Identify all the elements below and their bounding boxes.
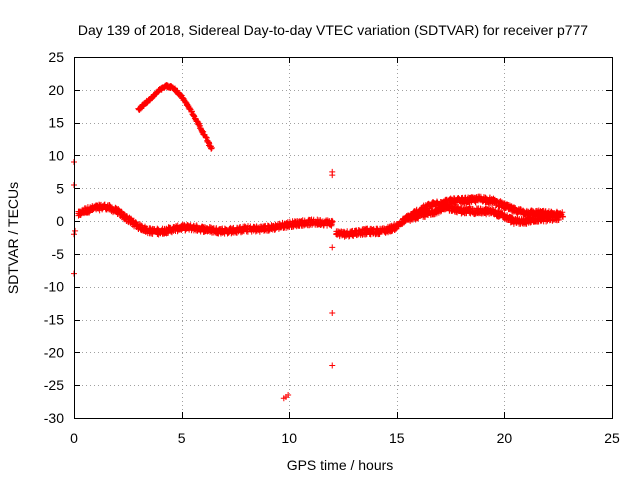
x-tick-label: 5 xyxy=(178,430,186,446)
data-point-lower-band xyxy=(555,217,562,224)
axis-ticks: 0 5 10 15 20 25 -30 -25 -20 -15 -10 -5 0 5 10 15 20 25 xyxy=(44,49,620,446)
y-tick-label: -10 xyxy=(44,279,64,295)
data-points xyxy=(71,82,567,402)
y-tick-label: 25 xyxy=(48,49,64,65)
y-tick-label: 20 xyxy=(48,82,64,98)
data-point-arc xyxy=(190,112,197,119)
y-tick-label: -15 xyxy=(44,312,64,328)
y-tick-label: -5 xyxy=(52,246,65,262)
y-axis-label: SDTVAR / TECUs xyxy=(5,182,21,294)
data-point-main-band-a xyxy=(193,222,200,229)
x-tick-label: 0 xyxy=(70,430,78,446)
x-axis-label: GPS time / hours xyxy=(287,457,394,473)
x-tick-label: 25 xyxy=(604,430,620,446)
data-point-isolated xyxy=(285,392,292,399)
y-tick-label: 5 xyxy=(56,180,64,196)
chart-title: Day 139 of 2018, Sidereal Day-to-day VTE… xyxy=(78,22,588,38)
plot-frame xyxy=(74,57,613,419)
y-tick-label: -20 xyxy=(44,344,64,360)
data-point-lower-band xyxy=(489,206,496,213)
data-point-main-band-a xyxy=(329,218,336,225)
data-point-isolated xyxy=(329,362,336,369)
data-point-arc xyxy=(203,134,210,141)
data-point-isolated xyxy=(329,309,336,316)
data-point-isolated xyxy=(72,227,79,234)
data-point-lower-band xyxy=(492,207,499,214)
data-point-arc xyxy=(208,144,215,151)
y-tick-label: -30 xyxy=(44,410,64,426)
data-point-main-band-a xyxy=(328,221,335,228)
data-point-isolated xyxy=(329,244,336,251)
data-point-arc xyxy=(188,108,195,115)
data-point-isolated xyxy=(329,172,336,179)
y-tick-label: 10 xyxy=(48,147,64,163)
x-tick-label: 10 xyxy=(281,430,297,446)
x-tick-label: 15 xyxy=(389,430,405,446)
x-tick-label: 20 xyxy=(497,430,513,446)
y-tick-label: 15 xyxy=(48,115,64,131)
y-tick-label: 0 xyxy=(56,213,64,229)
data-point-main-band-b xyxy=(560,213,567,220)
data-point-arc xyxy=(208,145,215,152)
grid xyxy=(74,57,612,418)
y-tick-label: -25 xyxy=(44,377,64,393)
